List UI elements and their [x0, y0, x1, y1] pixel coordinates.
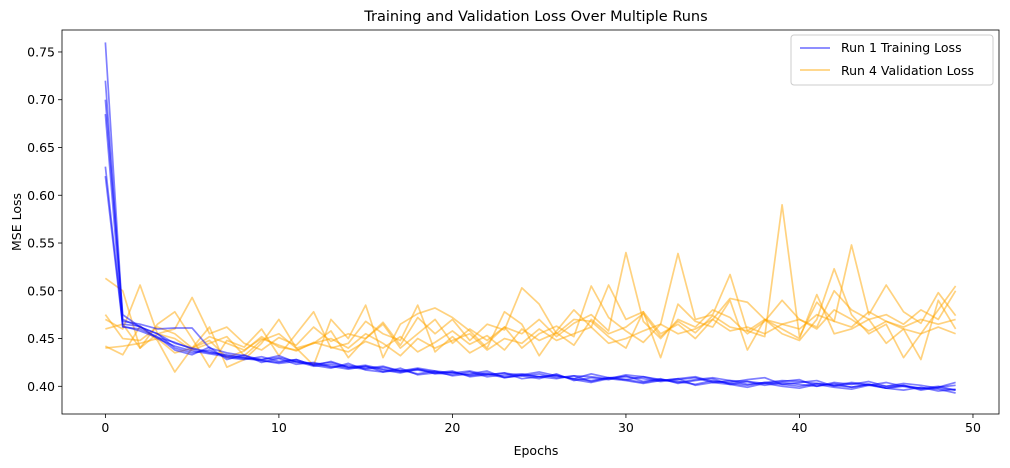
plot-frame	[61, 29, 1000, 415]
x-tick-label: 20	[444, 420, 460, 435]
x-tick-label: 40	[792, 420, 808, 435]
series-line-validation-run-5	[104, 267, 956, 359]
y-axis: 0.40 0.45 0.50 0.55 0.60 0.65 0.70 0.75	[27, 44, 62, 394]
legend-box	[790, 34, 994, 86]
y-tick-label: 0.60	[27, 188, 55, 203]
y-tick-label: 0.45	[27, 331, 55, 346]
legend: Run 1 Training Loss Run 4 Validation Los…	[790, 34, 994, 86]
series-line-validation-run-2	[105, 251, 957, 359]
legend-label-training: Run 1 Training Loss	[841, 40, 962, 55]
y-tick-label: 0.40	[27, 379, 55, 394]
series-line-training-run-6	[104, 176, 956, 391]
chart-title: Training and Validation Loss Over Multip…	[363, 9, 707, 25]
x-tick-label: 50	[965, 420, 981, 435]
y-tick-label: 0.70	[27, 92, 55, 107]
series-line-training-run-4	[104, 113, 956, 391]
y-tick-label: 0.50	[27, 283, 55, 298]
y-axis-label: MSE Loss	[9, 193, 24, 251]
series-line-validation-run-3	[105, 285, 957, 359]
legend-label-validation: Run 4 Validation Loss	[841, 63, 974, 78]
y-tick-label: 0.65	[27, 140, 55, 155]
x-tick-label: 0	[101, 420, 109, 435]
series-layer	[104, 42, 957, 394]
x-axis-label: Epochs	[514, 443, 559, 458]
x-axis: 0 10 20 30 40 50	[101, 414, 981, 435]
series-line-training-run-5	[104, 166, 956, 392]
x-tick-label: 10	[271, 420, 287, 435]
y-tick-label: 0.55	[27, 236, 55, 251]
y-tick-label: 0.75	[27, 44, 55, 59]
x-tick-label: 30	[618, 420, 634, 435]
